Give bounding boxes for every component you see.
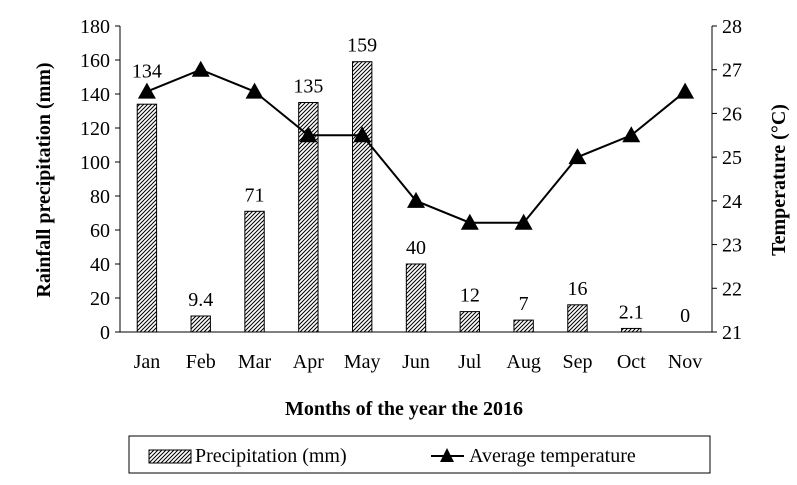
right-y-tick-label-21: 21 — [722, 322, 742, 344]
x-tick-label-sep: Sep — [562, 351, 592, 373]
x-tick-label-may: May — [344, 351, 381, 373]
bar-apr — [298, 102, 319, 333]
left-y-ticks: 0 20 40 60 80 100 120 140 160 180 — [80, 16, 120, 344]
legend-temperature-label: Average temperature — [469, 445, 636, 467]
right-y-tick-label-28: 28 — [722, 16, 742, 38]
bar-label-sep: 16 — [567, 278, 587, 300]
right-y-tick-label-23: 23 — [722, 235, 742, 257]
left-y-tick-label-180: 180 — [80, 16, 110, 38]
bar-label-jan: 134 — [132, 61, 162, 83]
bar-label-feb: 9.4 — [188, 289, 213, 311]
x-tick-label-nov: Nov — [668, 351, 702, 373]
temp-marker-feb — [191, 60, 210, 77]
legend-box — [128, 435, 711, 474]
right-y-tick-label-22: 22 — [722, 278, 742, 300]
legend-triangle-marker — [440, 448, 454, 462]
right-y-ticks: 21 22 23 24 25 26 27 28 — [712, 16, 742, 344]
left-y-tick-label-140: 140 — [80, 84, 110, 106]
temp-marker-may — [353, 126, 372, 143]
x-tick-label-feb: Feb — [186, 351, 216, 373]
bar-jun — [405, 263, 427, 333]
x-tick-label-apr: Apr — [293, 351, 324, 373]
temp-marker-jan — [137, 82, 156, 99]
legend-precipitation-label: Precipitation (mm) — [195, 445, 347, 467]
temp-marker-apr — [299, 126, 318, 143]
bar-sep — [567, 304, 588, 333]
y-axis-title: Rainfall precipitation (mm) — [33, 62, 55, 297]
left-y-tick-label-100: 100 — [80, 152, 110, 174]
bar-oct — [621, 327, 642, 333]
bar-data-labels: 134 9.4 71 135 159 40 12 7 16 2.1 0 — [132, 35, 690, 327]
x-axis-title: Months of the year the 2016 — [285, 398, 523, 420]
left-y-tick-label-0: 0 — [100, 322, 110, 344]
bar-label-nov: 0 — [680, 305, 690, 327]
left-y-tick-label-40: 40 — [90, 254, 110, 276]
x-tick-label-aug: Aug — [506, 351, 540, 373]
legend: Precipitation (mm) Average temperature — [128, 435, 711, 474]
x-tick-label-jun: Jun — [402, 351, 430, 373]
bar-mar — [244, 210, 265, 333]
right-y-tick-label-27: 27 — [722, 60, 742, 82]
bar-aug — [513, 319, 534, 333]
left-y-tick-label-160: 160 — [80, 50, 110, 72]
x-tick-label-jan: Jan — [134, 351, 161, 373]
x-tick-label-jul: Jul — [458, 351, 482, 373]
temp-marker-oct — [622, 126, 641, 143]
precipitation-bars — [136, 61, 642, 333]
bar-label-aug: 7 — [519, 293, 529, 315]
temperature-line — [137, 60, 695, 230]
temp-marker-sep — [568, 148, 587, 165]
left-y-tick-label-120: 120 — [80, 118, 110, 140]
temp-marker-jun — [407, 191, 425, 208]
left-y-tick-label-80: 80 — [90, 186, 110, 208]
bar-label-oct: 2.1 — [619, 301, 644, 323]
bar-jul — [459, 311, 481, 333]
bar-label-mar: 71 — [245, 184, 265, 206]
x-tick-labels: Jan Feb Mar Apr May Jun Jul Aug Sep Oct Nov — [134, 351, 703, 373]
temp-marker-jul — [460, 213, 479, 230]
bar-label-apr: 135 — [293, 76, 323, 98]
left-y-tick-label-20: 20 — [90, 288, 110, 310]
bar-feb — [190, 315, 211, 333]
temp-marker-mar — [245, 82, 264, 99]
legend-bar-swatch — [148, 449, 192, 464]
left-y-tick-label-60: 60 — [90, 220, 110, 242]
temp-marker-nov — [676, 82, 695, 99]
bar-label-jun: 40 — [406, 237, 426, 259]
right-y-tick-label-24: 24 — [722, 191, 742, 213]
temp-marker-aug — [514, 213, 533, 230]
bar-label-jul: 12 — [460, 285, 480, 307]
bar-jan — [136, 103, 158, 333]
y2-axis-title: Temperature (°C) — [768, 104, 790, 256]
x-tick-label-mar: Mar — [238, 351, 272, 373]
x-tick-label-oct: Oct — [617, 351, 646, 373]
bar-may — [351, 61, 373, 333]
right-y-tick-label-25: 25 — [722, 147, 742, 169]
bar-label-may: 159 — [347, 35, 377, 57]
right-y-tick-label-26: 26 — [722, 103, 742, 125]
